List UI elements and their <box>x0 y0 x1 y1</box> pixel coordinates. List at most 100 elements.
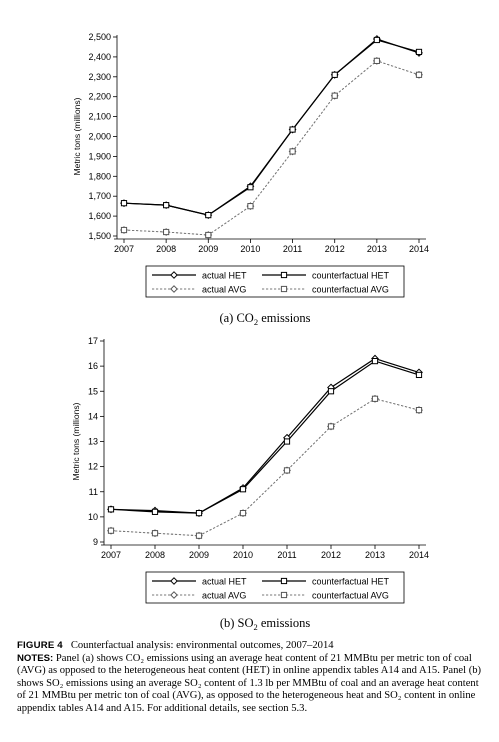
panel-co2-chart: 1,500 1,600 1,700 1,800 1,900 2,000 2,100 2,200… <box>72 32 429 327</box>
data-point-counterfactual-het <box>247 184 254 191</box>
data-point-counterfactual-het <box>151 508 159 515</box>
series-line-actual-het <box>123 38 420 216</box>
figure-title-line: FIGURE 4 Counterfactual analysis: enviro… <box>17 640 489 653</box>
x-tick-label: 2008 <box>156 244 176 254</box>
x-tick-label: 2013 <box>365 550 385 560</box>
y-axis-title: Metric tons (millions) <box>72 97 82 175</box>
data-point-counterfactual-avg <box>327 423 335 430</box>
legend-label: counterfactual AVG <box>312 591 389 601</box>
legend-label: actual AVG <box>202 285 246 295</box>
series-line-actual-avg <box>110 398 420 537</box>
legend-marker <box>170 591 178 599</box>
y-tick-label: 2,400 <box>88 52 111 62</box>
legend-box <box>145 571 405 604</box>
legend-label: actual AVG <box>202 591 246 601</box>
series-line-counterfactual-het <box>110 360 420 514</box>
y-axis-title: Metric tons (millions) <box>71 402 81 480</box>
legend-marker <box>280 271 288 279</box>
y-tick-label: 11 <box>89 487 98 497</box>
y-tick-label: 1,700 <box>88 191 111 201</box>
legend-label: actual HET <box>202 271 247 281</box>
y-tick-label: 2,000 <box>88 132 111 142</box>
data-point-counterfactual-avg <box>415 71 423 78</box>
series-line-counterfactual-avg <box>110 398 420 537</box>
data-point-counterfactual-avg <box>151 530 159 537</box>
legend-marker <box>280 591 288 599</box>
legend-box <box>145 265 405 298</box>
data-point-counterfactual-het <box>289 126 296 133</box>
data-point-counterfactual-avg <box>283 467 291 474</box>
legend-marker <box>170 271 178 279</box>
data-point-counterfactual-het <box>107 506 115 513</box>
x-tick-label: 2007 <box>101 550 121 560</box>
data-point-counterfactual-het <box>205 212 212 219</box>
x-tick-label: 2012 <box>325 244 345 254</box>
notes-label: NOTES: <box>17 652 54 664</box>
data-point-counterfactual-het <box>371 358 379 365</box>
legend-marker <box>170 577 178 585</box>
legend-label: counterfactual HET <box>312 271 390 281</box>
figure-caption: FIGURE 4 Counterfactual analysis: enviro… <box>17 640 489 716</box>
legend-label: actual HET <box>202 577 247 587</box>
y-tick-label: 9 <box>93 537 98 547</box>
x-tick-label: 2010 <box>240 244 260 254</box>
figure-canvas: 1,500 1,600 1,700 1,800 1,900 2,000 2,100 2,200… <box>71 32 429 632</box>
legend-label: counterfactual AVG <box>312 285 389 295</box>
y-tick-label: 17 <box>88 336 98 346</box>
data-point-counterfactual-avg <box>120 226 128 234</box>
y-tick-label: 1,600 <box>88 211 111 221</box>
y-tick-label: 1,500 <box>88 231 111 241</box>
figure-notes: NOTES: Panel (a) shows CO₂ emissions usi… <box>17 653 489 716</box>
y-tick-label: 14 <box>88 411 98 421</box>
series-line-counterfactual-avg <box>123 60 420 236</box>
data-point-counterfactual-het <box>331 71 338 78</box>
notes-text: Panel (a) shows CO₂ emissions using an a… <box>17 652 482 714</box>
data-point-counterfactual-avg <box>107 527 115 534</box>
x-tick-label: 2007 <box>114 244 134 254</box>
data-point-counterfactual-het <box>373 36 380 44</box>
data-point-counterfactual-avg <box>371 395 379 402</box>
y-tick-label: 1,800 <box>88 171 111 181</box>
x-tick-label: 2008 <box>145 550 165 560</box>
panel-so2-chart: 9 10 11 12 13 14 15 16 17 2007 2008 2009 2010 2011 201… <box>71 336 429 632</box>
data-point-counterfactual-het <box>327 388 335 395</box>
legend-marker <box>280 285 288 293</box>
y-tick-label: 2,200 <box>88 92 111 102</box>
y-tick-label: 16 <box>88 361 98 371</box>
data-point-counterfactual-avg <box>289 148 296 155</box>
panel-caption: (a) CO2 emissions <box>219 311 310 327</box>
data-point-counterfactual-avg <box>205 231 212 239</box>
data-point-counterfactual-het <box>239 486 247 493</box>
data-point-counterfactual-het <box>163 202 170 209</box>
legend-marker <box>280 577 288 585</box>
data-point-counterfactual-het <box>195 510 203 517</box>
y-tick-label: 1,900 <box>88 151 111 161</box>
data-point-counterfactual-avg <box>163 228 170 236</box>
y-tick-label: 2,300 <box>88 72 111 82</box>
data-point-counterfactual-avg <box>239 510 247 517</box>
data-point-counterfactual-avg <box>373 57 380 64</box>
x-tick-label: 2009 <box>189 550 209 560</box>
data-point-counterfactual-avg <box>247 203 254 210</box>
data-point-counterfactual-het <box>120 200 128 207</box>
x-tick-label: 2011 <box>277 550 296 560</box>
series-line-actual-het <box>110 357 420 514</box>
x-tick-label: 2011 <box>283 244 302 254</box>
data-point-counterfactual-het <box>415 48 423 56</box>
y-tick-label: 15 <box>88 386 98 396</box>
data-point-counterfactual-het <box>415 371 423 379</box>
y-tick-label: 10 <box>88 512 98 522</box>
x-tick-label: 2009 <box>198 244 218 254</box>
x-tick-label: 2014 <box>409 550 429 560</box>
data-point-counterfactual-avg <box>331 92 338 99</box>
legend-marker <box>170 285 178 293</box>
y-tick-label: 13 <box>88 437 98 447</box>
panel-caption: (b) SO2 emissions <box>220 616 311 632</box>
figure-title: Counterfactual analysis: environmental o… <box>70 640 334 651</box>
x-tick-label: 2013 <box>367 244 387 254</box>
series-line-counterfactual-het <box>123 39 420 216</box>
y-tick-label: 12 <box>88 462 98 472</box>
legend-label: counterfactual HET <box>312 577 390 587</box>
figure-label: FIGURE 4 <box>17 640 63 651</box>
y-tick-label: 2,100 <box>88 112 111 122</box>
